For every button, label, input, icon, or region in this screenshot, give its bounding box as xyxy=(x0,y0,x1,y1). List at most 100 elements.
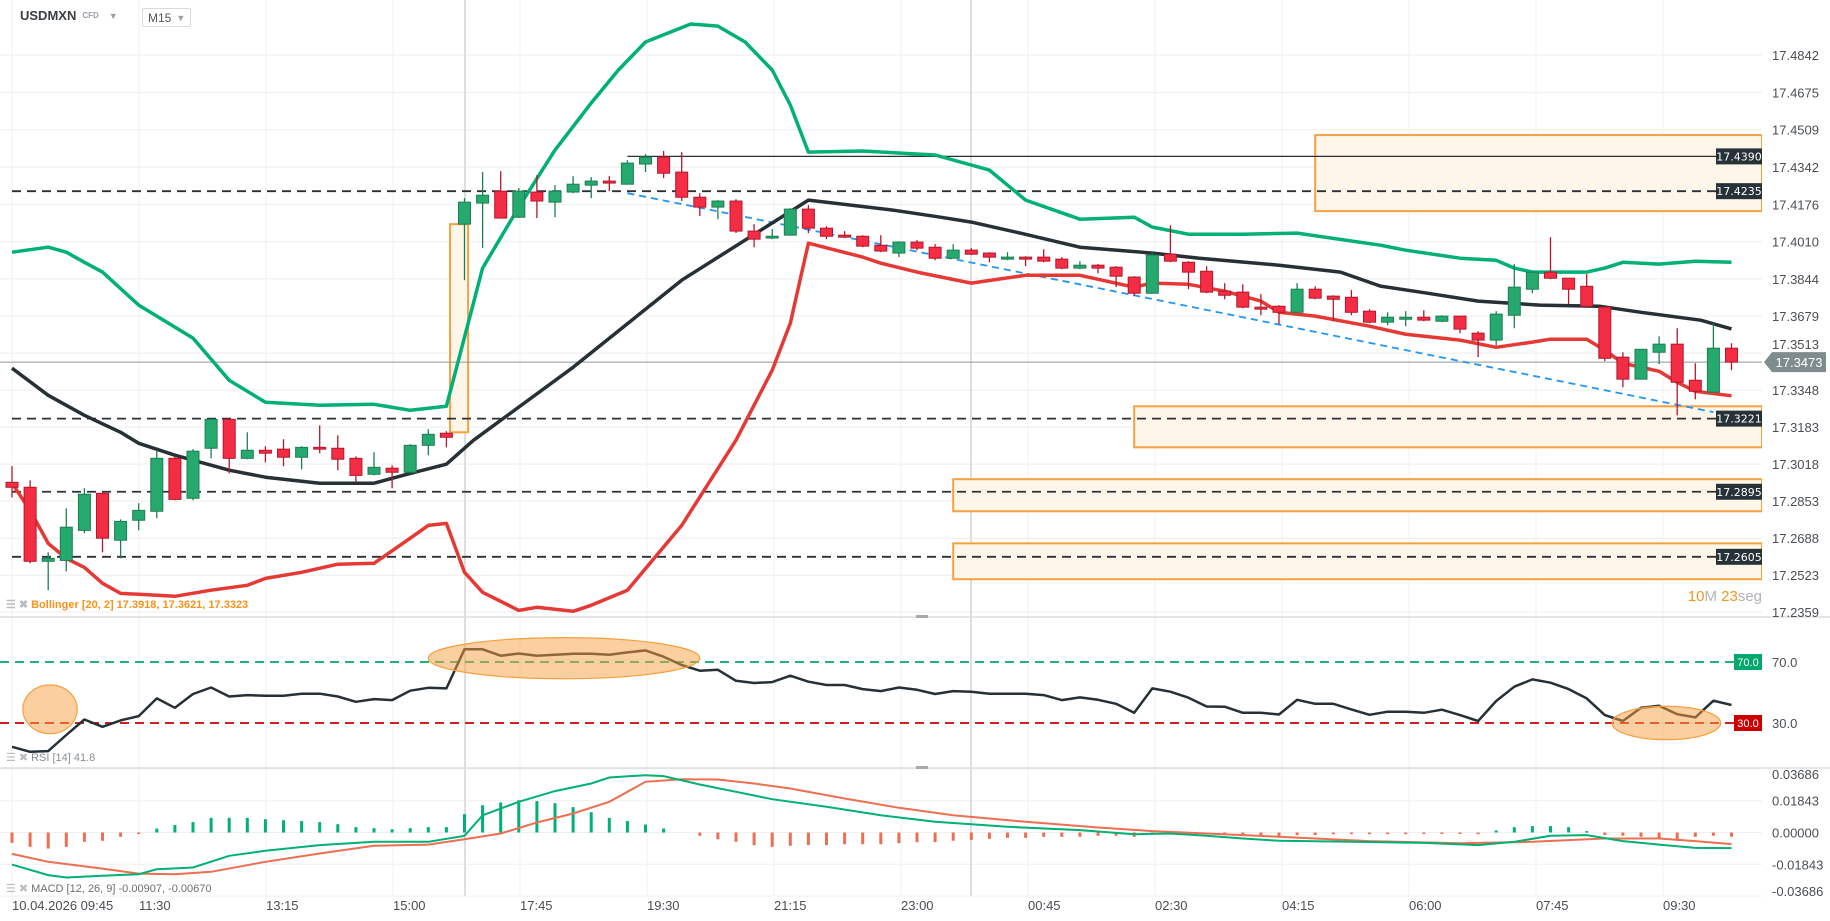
candle-bullish[interactable] xyxy=(403,444,417,474)
candle-bullish[interactable] xyxy=(1652,336,1666,365)
candle-bullish[interactable] xyxy=(77,488,91,534)
candle-bullish[interactable] xyxy=(1525,271,1539,294)
candle-bullish[interactable] xyxy=(946,244,960,259)
candle-bearish[interactable] xyxy=(494,171,508,219)
candle-bullish[interactable] xyxy=(41,552,55,591)
candle-bearish[interactable] xyxy=(1562,277,1576,305)
candle-bearish[interactable] xyxy=(1218,283,1232,300)
candle-bearish[interactable] xyxy=(439,431,453,448)
candle-bearish[interactable] xyxy=(801,205,815,234)
candle-bearish[interactable] xyxy=(1616,352,1630,388)
candle-bearish[interactable] xyxy=(838,231,852,239)
rsi-highlight-ellipse[interactable] xyxy=(22,684,78,735)
candle-bullish[interactable] xyxy=(1073,261,1087,270)
close-icon[interactable]: ✖ xyxy=(18,752,29,764)
rsi-highlight-ellipse[interactable] xyxy=(427,636,701,680)
candle-bullish[interactable] xyxy=(367,452,381,476)
candle-bullish[interactable] xyxy=(295,446,309,470)
candle-bearish[interactable] xyxy=(313,425,327,454)
candle-bearish[interactable] xyxy=(1236,284,1250,309)
candle-bullish[interactable] xyxy=(512,188,526,219)
candle-bullish[interactable] xyxy=(711,200,725,220)
candle-bullish[interactable] xyxy=(584,177,598,199)
candle-bearish[interactable] xyxy=(349,456,363,483)
candle-bearish[interactable] xyxy=(1200,266,1214,294)
candle-bullish[interactable] xyxy=(548,185,562,218)
candle-bullish[interactable] xyxy=(892,241,906,258)
candle-bullish[interactable] xyxy=(1001,252,1014,261)
candle-bearish[interactable] xyxy=(1109,266,1123,288)
candle-bearish[interactable] xyxy=(331,435,345,471)
candle-bearish[interactable] xyxy=(602,176,616,192)
price-zone-rectangle[interactable] xyxy=(1133,405,1762,449)
candle-bullish[interactable] xyxy=(204,418,218,459)
candle-bullish[interactable] xyxy=(150,450,164,519)
candle-bearish[interactable] xyxy=(1326,295,1340,322)
candle-bearish[interactable] xyxy=(928,244,942,261)
symbol-selector[interactable]: USDMXN CFD ▼ xyxy=(20,8,118,23)
price-zone-rectangle[interactable] xyxy=(952,478,1762,513)
candle-bearish[interactable] xyxy=(168,456,182,501)
candle-bearish[interactable] xyxy=(1019,256,1033,267)
candle-bullish[interactable] xyxy=(1399,311,1413,327)
candle-bearish[interactable] xyxy=(1417,310,1431,322)
candle-bullish[interactable] xyxy=(566,176,580,194)
candle-bearish[interactable] xyxy=(1272,305,1286,325)
candle-bullish[interactable] xyxy=(639,154,652,173)
rsi-highlight-ellipse[interactable] xyxy=(1611,705,1722,741)
candle-bearish[interactable] xyxy=(96,492,109,553)
candle-bearish[interactable] xyxy=(1598,306,1612,362)
candle-bearish[interactable] xyxy=(1544,237,1557,280)
candle-bullish[interactable] xyxy=(1507,264,1521,329)
candle-bearish[interactable] xyxy=(1344,290,1358,316)
candle-bearish[interactable] xyxy=(530,175,544,219)
candle-bullish[interactable] xyxy=(59,508,73,572)
candle-bearish[interactable] xyxy=(222,418,236,474)
candle-bearish[interactable] xyxy=(910,240,924,251)
candle-bullish[interactable] xyxy=(783,208,797,236)
candle-bearish[interactable] xyxy=(1725,343,1738,371)
chevron-down-icon[interactable]: ▼ xyxy=(108,10,118,21)
candle-bearish[interactable] xyxy=(1471,331,1485,358)
candle-bullish[interactable] xyxy=(114,519,128,559)
candle-bullish[interactable] xyxy=(1634,348,1648,380)
candle-bearish[interactable] xyxy=(964,248,978,256)
candle-bullish[interactable] xyxy=(421,429,435,456)
pane-resize-handle[interactable] xyxy=(916,766,928,769)
candle-bearish[interactable] xyxy=(693,193,707,217)
candle-bearish[interactable] xyxy=(1163,225,1177,263)
close-icon[interactable]: ✖ xyxy=(18,883,29,895)
candle-bullish[interactable] xyxy=(1290,283,1304,313)
close-icon[interactable]: ✖ xyxy=(18,599,29,611)
candle-bullish[interactable] xyxy=(620,160,634,185)
candle-bearish[interactable] xyxy=(657,151,671,179)
candle-bearish[interactable] xyxy=(1363,309,1376,324)
candle-bullish[interactable] xyxy=(240,432,254,460)
candle-bearish[interactable] xyxy=(874,235,888,253)
candle-bearish[interactable] xyxy=(1055,257,1069,270)
candle-bullish[interactable] xyxy=(132,503,146,531)
timeframe-selector[interactable]: M15 ▼ xyxy=(142,8,192,27)
candle-bearish[interactable] xyxy=(982,252,996,263)
candle-bearish[interactable] xyxy=(1182,261,1195,290)
candle-bearish[interactable] xyxy=(1580,274,1594,308)
candle-bearish[interactable] xyxy=(258,446,272,463)
candle-bullish[interactable] xyxy=(1145,253,1159,294)
settings-lines-icon[interactable]: ☰ xyxy=(6,599,16,611)
candle-bearish[interactable] xyxy=(1453,315,1467,334)
candle-bullish[interactable] xyxy=(765,229,779,240)
candle-bearish[interactable] xyxy=(1037,249,1051,263)
candle-bearish[interactable] xyxy=(1670,328,1684,416)
candle-bullish[interactable] xyxy=(186,449,200,501)
candle-bearish[interactable] xyxy=(5,466,19,498)
candle-bearish[interactable] xyxy=(729,199,743,234)
candle-bearish[interactable] xyxy=(23,480,37,564)
pane-resize-handle[interactable] xyxy=(916,615,928,618)
candle-bearish[interactable] xyxy=(1688,363,1702,400)
candle-bullish[interactable] xyxy=(1381,312,1395,326)
candle-bullish[interactable] xyxy=(1706,323,1720,393)
candle-bearish[interactable] xyxy=(1308,286,1322,300)
candle-bearish[interactable] xyxy=(675,152,689,202)
main-pane[interactable] xyxy=(0,22,1762,614)
